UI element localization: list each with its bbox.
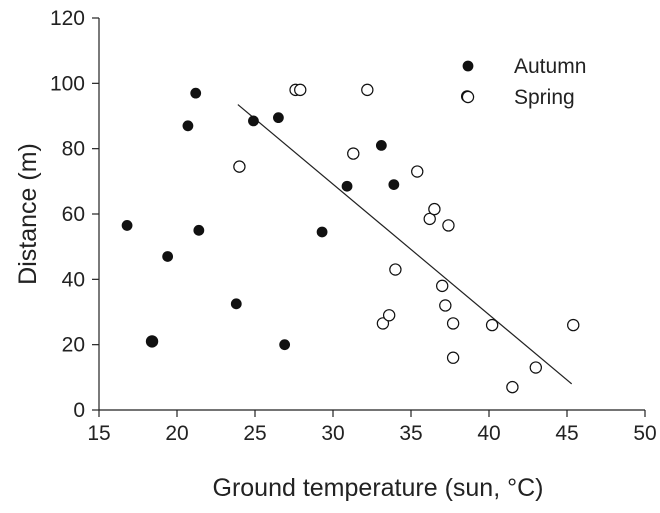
x-tick-label: 40 (477, 422, 500, 445)
y-tick-label: 20 (62, 334, 85, 357)
x-tick-label: 50 (633, 422, 656, 445)
y-tick-label: 120 (50, 7, 85, 30)
y-tick-label: 100 (50, 72, 85, 95)
legend-marker-spring (461, 90, 475, 104)
trend-line (237, 104, 573, 385)
data-point-spring (376, 317, 390, 330)
data-point-spring (529, 361, 543, 374)
data-point-spring (506, 380, 519, 394)
data-point-autumn (388, 179, 400, 191)
data-point-spring (382, 309, 396, 322)
y-tick-label: 60 (62, 203, 85, 226)
data-point-spring (411, 165, 424, 178)
data-point-spring (294, 83, 307, 97)
legend-label: Spring (514, 86, 575, 109)
legend-label: Autumn (514, 55, 586, 78)
x-tick-label: 20 (165, 422, 188, 445)
x-tick-label: 25 (243, 422, 266, 445)
data-point-autumn (279, 339, 291, 351)
data-point-spring (439, 299, 452, 312)
data-point-spring (446, 317, 460, 330)
data-point-spring (485, 318, 499, 332)
data-point-spring (423, 212, 436, 226)
y-tick-label: 40 (62, 268, 85, 291)
data-point-autumn (190, 87, 202, 99)
data-point-spring (347, 147, 360, 160)
data-point-autumn (316, 226, 328, 238)
data-point-autumn (182, 120, 194, 132)
data-point-spring (428, 202, 441, 216)
data-point-spring (361, 83, 374, 97)
data-point-autumn (146, 336, 158, 347)
data-point-spring (436, 279, 449, 293)
x-tick-label: 15 (87, 422, 110, 445)
y-axis-title: Distance (m) (14, 143, 42, 285)
data-point-autumn (121, 220, 133, 231)
x-tick-label: 30 (321, 422, 344, 445)
data-point-autumn (162, 251, 174, 262)
data-point-autumn (375, 139, 387, 151)
data-point-autumn (273, 112, 284, 124)
data-point-autumn (230, 298, 242, 310)
data-point-autumn (341, 180, 353, 192)
x-tick-label: 45 (555, 422, 578, 445)
legend-marker-autumn (462, 60, 474, 72)
data-point-autumn (248, 115, 259, 127)
data-point-spring (567, 318, 580, 332)
data-point-autumn (193, 224, 205, 236)
y-tick-label: 80 (62, 138, 85, 161)
data-point-spring (446, 351, 460, 364)
data-point-spring (233, 160, 246, 173)
x-tick-label: 35 (399, 422, 422, 445)
data-point-spring (389, 263, 402, 276)
y-tick-label: 0 (73, 399, 85, 422)
data-point-spring (442, 219, 455, 232)
x-axis-title: Ground temperature (sun, °C) (213, 474, 544, 502)
